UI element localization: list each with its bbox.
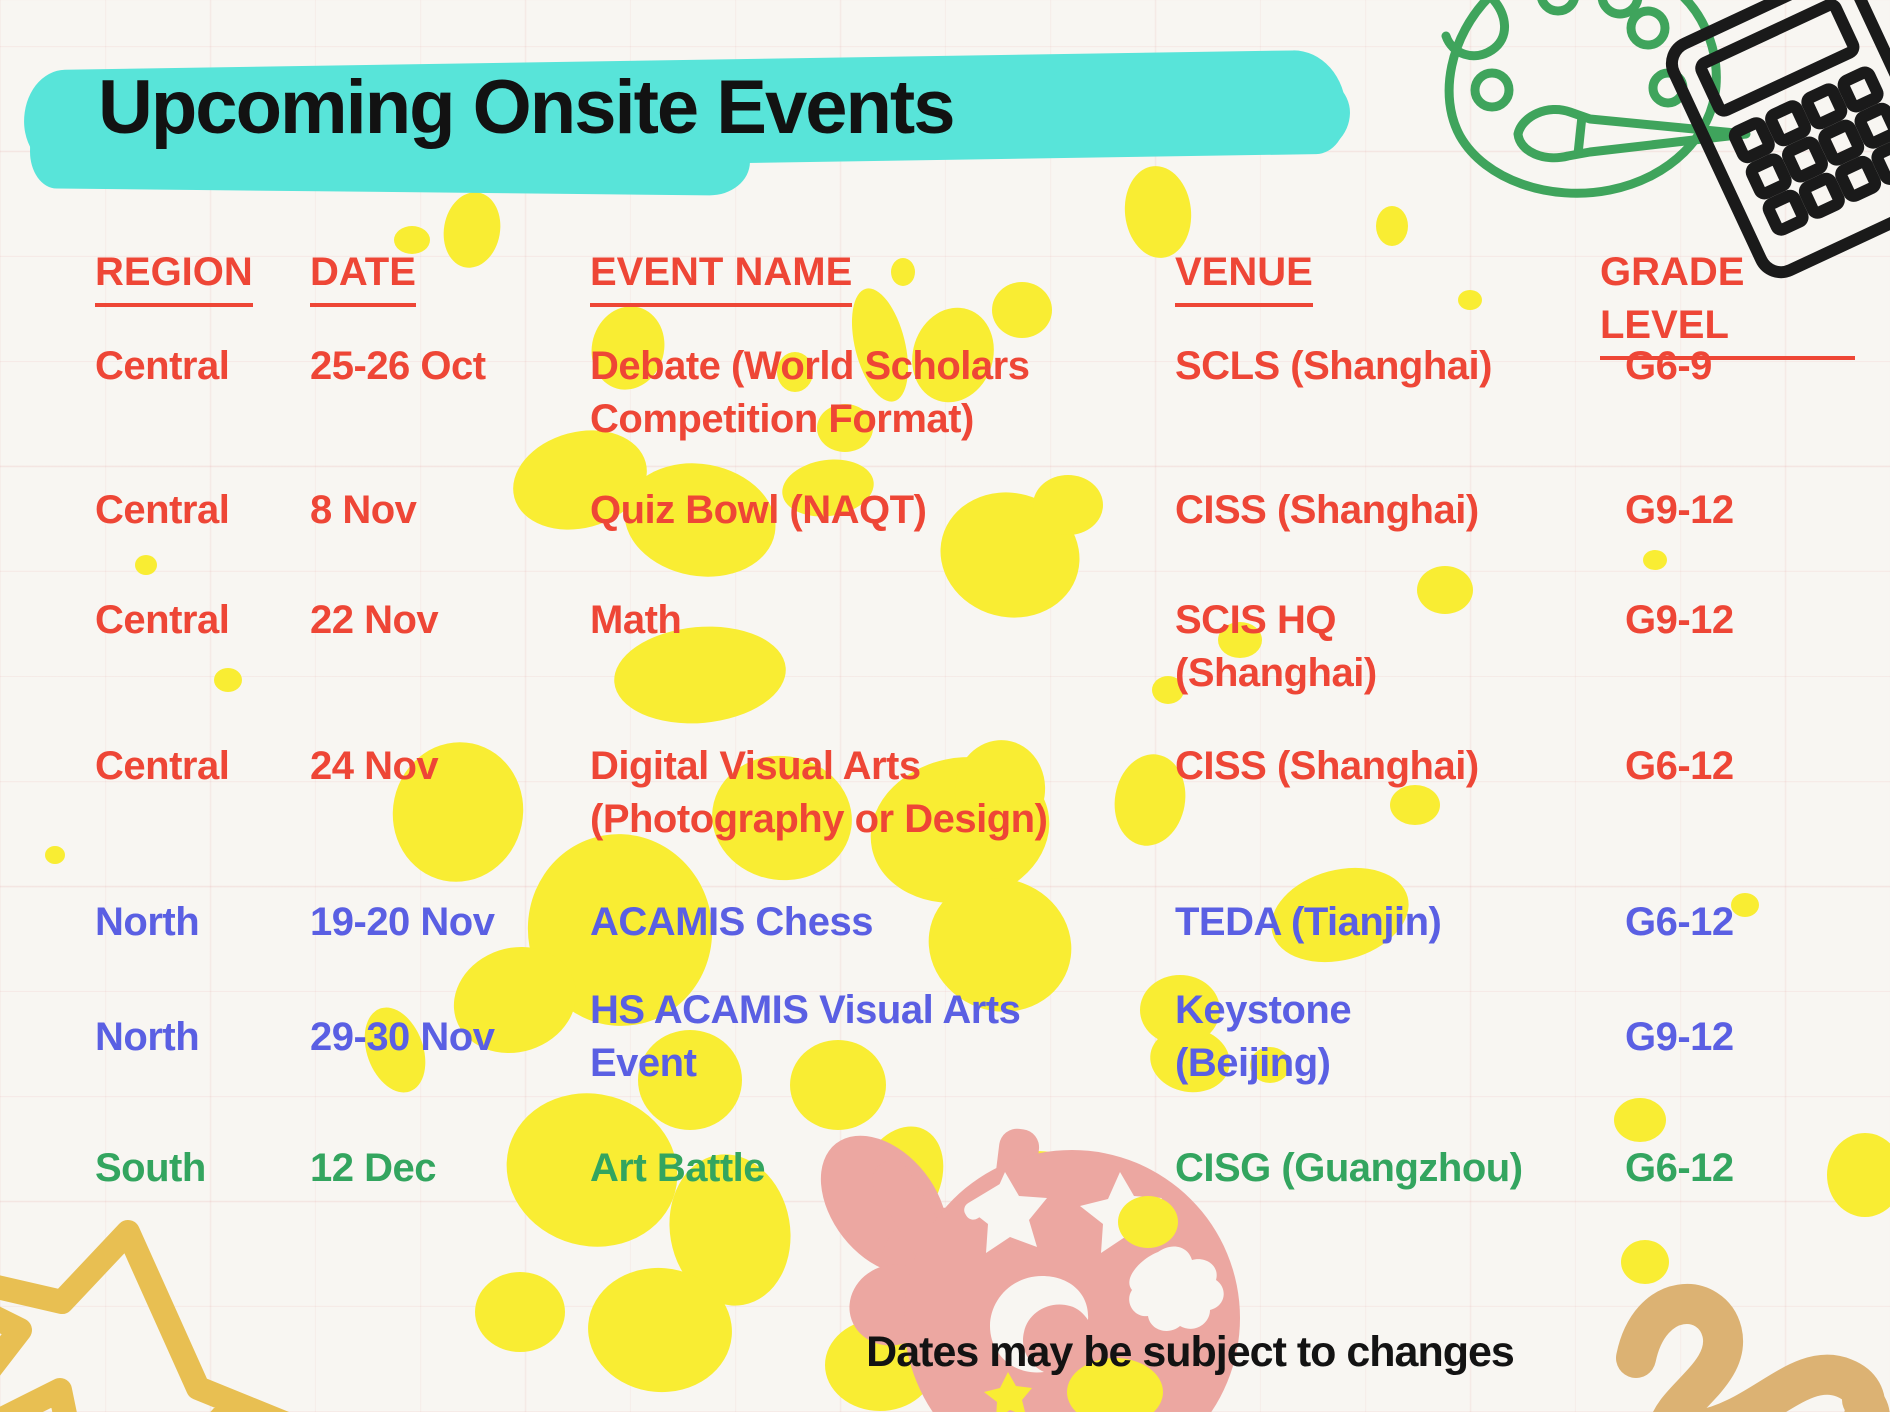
cell-grade: G6-12	[1625, 900, 1734, 944]
table-row: North 29-30 Nov HS ACAMIS Visual Arts Ev…	[95, 984, 1855, 1090]
table-row: Central 25-26 Oct Debate (World Scholars…	[95, 340, 1855, 446]
cell-venue: CISG (Guangzhou)	[1175, 1146, 1523, 1190]
cell-event: Debate (World Scholars Competition Forma…	[590, 344, 1030, 441]
cell-venue: SCIS HQ (Shanghai)	[1175, 598, 1377, 695]
cell-venue: CISS (Shanghai)	[1175, 488, 1479, 532]
table-row: Central 8 Nov Quiz Bowl (NAQT) CISS (Sha…	[95, 484, 1855, 537]
table-header: REGION DATE EVENT NAME VENUE GRADE LEVEL	[95, 246, 1855, 360]
cell-event: HS ACAMIS Visual Arts Event	[590, 988, 1021, 1085]
cell-date: 19-20 Nov	[310, 900, 495, 944]
cell-event: Digital Visual Arts (Photography or Desi…	[590, 744, 1048, 841]
footer-note: Dates may be subject to changes	[866, 1328, 1515, 1376]
cell-grade: G6-9	[1625, 344, 1712, 388]
header-venue: VENUE	[1175, 246, 1600, 307]
cell-date: 29-30 Nov	[310, 1014, 495, 1059]
cell-region: North	[95, 900, 200, 944]
cell-event: Quiz Bowl (NAQT)	[590, 488, 927, 532]
cell-event: Math	[590, 598, 682, 642]
table-row: North 19-20 Nov ACAMIS Chess TEDA (Tianj…	[95, 896, 1855, 949]
cell-date: 8 Nov	[310, 488, 417, 532]
cell-date: 25-26 Oct	[310, 344, 486, 388]
cell-grade: G9-12	[1625, 598, 1734, 642]
cell-venue: Keystone (Beijing)	[1175, 988, 1352, 1085]
calculator-icon	[1644, 0, 1890, 296]
cell-region: South	[95, 1146, 206, 1190]
page-title: Upcoming Onsite Events	[98, 65, 955, 150]
header-date: DATE	[310, 246, 590, 307]
header-region: REGION	[95, 246, 310, 307]
cell-grade: G6-12	[1625, 744, 1734, 788]
cell-region: Central	[95, 744, 230, 788]
cell-region: Central	[95, 598, 230, 642]
cell-region: North	[95, 1014, 200, 1059]
table-row: South 12 Dec Art Battle CISG (Guangzhou)…	[95, 1142, 1855, 1195]
cell-venue: SCLS (Shanghai)	[1175, 344, 1492, 388]
cell-event: ACAMIS Chess	[590, 900, 873, 944]
header-event-name: EVENT NAME	[590, 246, 1175, 307]
cell-region: Central	[95, 344, 230, 388]
cell-date: 12 Dec	[310, 1146, 436, 1190]
cell-date: 24 Nov	[310, 744, 439, 788]
cell-grade: G6-12	[1625, 1146, 1734, 1190]
cell-event: Art Battle	[590, 1146, 766, 1190]
cell-grade: G9-12	[1625, 488, 1734, 532]
cell-date: 22 Nov	[310, 598, 439, 642]
cell-venue: TEDA (Tianjin)	[1175, 900, 1442, 944]
cell-grade: G9-12	[1625, 1014, 1734, 1059]
title-highlight-tail	[1039, 66, 1351, 154]
header-grade-level: GRADE LEVEL	[1600, 246, 1855, 360]
cell-venue: CISS (Shanghai)	[1175, 744, 1479, 788]
table-row: Central 22 Nov Math SCIS HQ (Shanghai) G…	[95, 594, 1855, 700]
star-doodle	[0, 1220, 290, 1412]
table-row: Central 24 Nov Digital Visual Arts (Phot…	[95, 740, 1855, 846]
cell-region: Central	[95, 488, 230, 532]
